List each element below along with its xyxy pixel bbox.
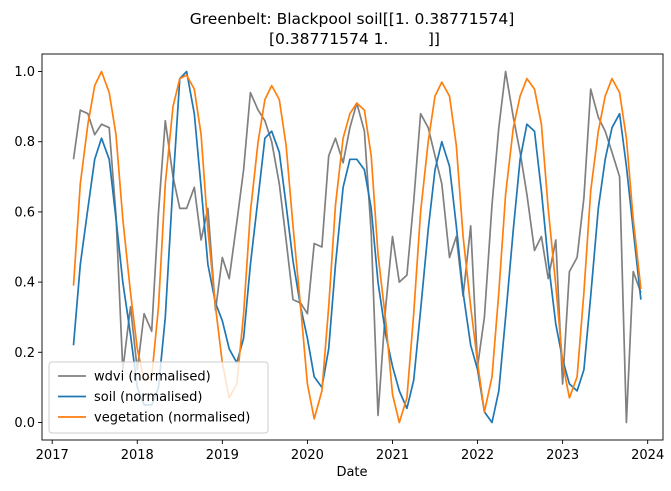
x-tick-label: 2022 xyxy=(461,448,494,463)
y-tick-label: 0.0 xyxy=(14,416,35,431)
legend-label: vegetation (normalised) xyxy=(94,411,250,426)
x-tick-label: 2020 xyxy=(291,448,324,463)
x-tick-label: 2019 xyxy=(206,448,239,463)
y-tick-label: 0.2 xyxy=(14,346,35,361)
x-tick-label: 2023 xyxy=(546,448,579,463)
y-tick-label: 0.6 xyxy=(14,205,35,220)
y-tick-label: 1.0 xyxy=(14,65,35,80)
legend: wdvi (normalised) soil (normalised) vegeta… xyxy=(48,361,269,434)
chart-title-line1: Greenbelt: Blackpool soil[[1. 0.38771574… xyxy=(190,10,515,28)
series-line-1 xyxy=(72,70,642,424)
legend-label: soil (normalised) xyxy=(94,390,202,405)
plot-lines xyxy=(72,70,642,424)
x-tick-label: 2017 xyxy=(36,448,69,463)
x-tick-label: 2024 xyxy=(631,448,664,463)
chart-title-line2: [0.38771574 1. ]] xyxy=(264,30,440,48)
legend-box xyxy=(48,361,269,434)
x-axis: 2017 2018 2019 2020 2021 2022 2023 2024 xyxy=(36,440,664,463)
x-tick-label: 2018 xyxy=(121,448,154,463)
x-tick-label: 2021 xyxy=(376,448,409,463)
y-tick-label: 0.4 xyxy=(14,276,35,291)
y-tick-label: 0.8 xyxy=(14,135,35,150)
y-axis: 0.0 0.2 0.4 0.6 0.8 1.0 xyxy=(14,65,42,431)
plot-frame xyxy=(41,53,664,441)
series-line-2 xyxy=(72,70,642,424)
x-axis-label: Date xyxy=(336,465,367,480)
legend-label: wdvi (normalised) xyxy=(94,370,211,385)
